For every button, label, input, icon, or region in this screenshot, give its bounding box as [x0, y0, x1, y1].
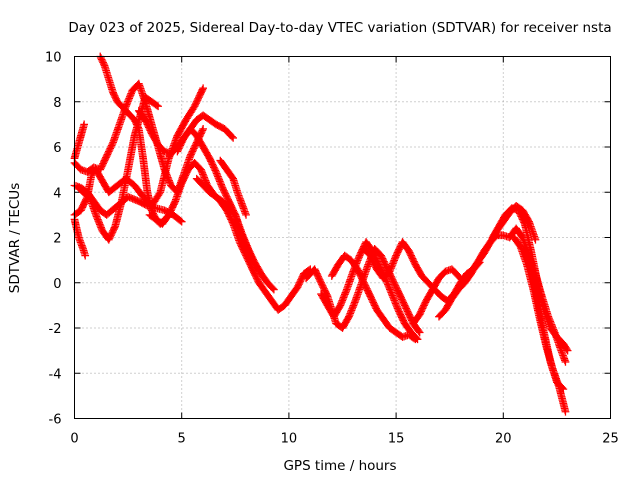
y-tick-label: 8 [53, 96, 61, 111]
data-point [335, 302, 344, 311]
data-point [270, 285, 278, 294]
series-t12 [192, 174, 257, 264]
data-point [410, 334, 418, 343]
data-point [80, 120, 88, 129]
data-point [81, 251, 90, 260]
y-tick-label: -2 [49, 322, 62, 337]
y-tick-label: 0 [53, 277, 61, 292]
data-point [242, 211, 250, 219]
tick-layer: 0 5 10 15 20 25 -6 -4 -2 0 2 4 6 8 10 [45, 51, 619, 447]
data-point [561, 407, 570, 416]
chart-title: Day 023 of 2025, Sidereal Day-to-day VTE… [68, 20, 611, 36]
data-point [248, 256, 257, 264]
y-tick-label: 4 [53, 186, 61, 201]
y-tick-label: 6 [53, 141, 61, 156]
data-point [176, 216, 185, 225]
x-tick-label: 0 [70, 432, 78, 447]
data-point [228, 132, 236, 141]
data-point [154, 102, 162, 111]
x-tick-label: 25 [602, 432, 619, 447]
data-point [344, 314, 352, 322]
series-t11 [216, 156, 250, 219]
series-t1 [70, 215, 90, 260]
data-point [228, 173, 237, 182]
y-axis-label: SDTVAR / TECUs [7, 183, 23, 293]
x-tick-label: 10 [281, 432, 298, 447]
x-tick-label: 5 [178, 432, 186, 447]
data-point [563, 346, 572, 355]
x-tick-label: 15 [388, 432, 405, 447]
data-point [414, 327, 423, 336]
data-point [559, 385, 568, 393]
data-point [524, 216, 533, 225]
y-tick-label: 10 [45, 51, 62, 66]
data-layer [70, 52, 572, 416]
series-t19 [488, 204, 572, 355]
data-point [177, 217, 186, 226]
data-point [199, 125, 207, 133]
data-point [229, 134, 238, 142]
series-t21 [520, 244, 568, 393]
data-point [152, 101, 161, 110]
x-tick-label: 20 [495, 432, 512, 447]
data-point [415, 328, 424, 337]
data-point [562, 345, 571, 354]
data-point [561, 358, 570, 366]
data-point [558, 384, 567, 392]
data-point [411, 335, 420, 344]
series-t2 [70, 120, 88, 163]
data-point [531, 235, 540, 244]
plot-frame [74, 56, 611, 419]
data-point [199, 84, 207, 93]
y-tick-label: -6 [49, 413, 62, 428]
y-tick-label: 2 [53, 232, 61, 247]
series-t16 [360, 238, 484, 305]
x-axis-label: GPS time / hours [283, 458, 396, 474]
data-point [268, 284, 277, 293]
y-tick-label: -4 [49, 367, 62, 382]
series-t15 [327, 251, 420, 344]
